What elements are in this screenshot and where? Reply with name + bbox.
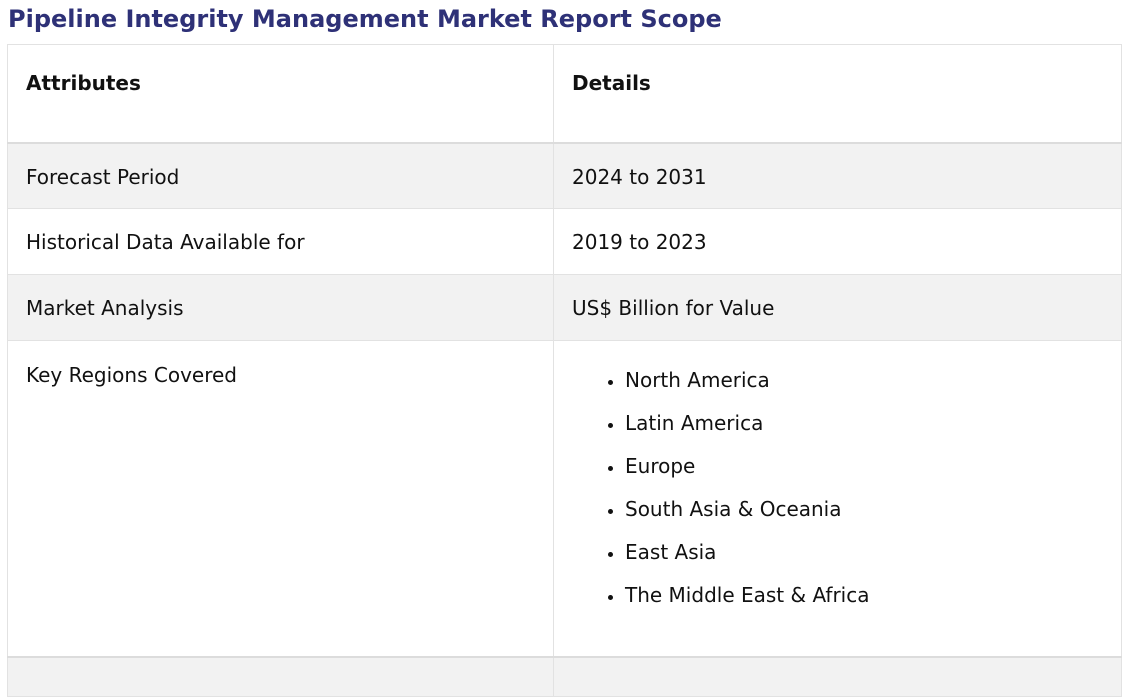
attribute-cell: Historical Data Available for [7,208,554,275]
list-item: East Asia [625,540,1103,564]
attribute-cell: Market Analysis [7,274,554,341]
table-row: Key Regions Covered North America Latin … [7,340,1122,657]
details-cell: 2024 to 2031 [553,142,1122,209]
table-header-row: Attributes Details [7,44,1122,144]
header-details: Details [553,44,1122,144]
details-cell: 2019 to 2023 [553,208,1122,275]
details-cell [553,655,1122,697]
list-item: Latin America [625,411,1103,435]
table-row: Market Analysis US$ Billion for Value [7,274,1122,341]
table-row: Forecast Period 2024 to 2031 [7,142,1122,209]
region-list: North America Latin America Europe South… [572,368,1103,607]
list-item: North America [625,368,1103,392]
attribute-cell: Forecast Period [7,142,554,209]
list-item: Europe [625,454,1103,478]
attribute-cell [7,655,554,697]
header-attributes: Attributes [7,44,554,144]
details-cell: US$ Billion for Value [553,274,1122,341]
attribute-cell: Key Regions Covered [7,340,554,657]
details-cell: North America Latin America Europe South… [553,340,1122,657]
list-item: The Middle East & Africa [625,583,1103,607]
page-title: Pipeline Integrity Management Market Rep… [8,5,722,33]
report-scope-table: Attributes Details Forecast Period 2024 … [7,44,1122,697]
table-row: Historical Data Available for 2019 to 20… [7,208,1122,275]
table-row [7,655,1122,697]
list-item: South Asia & Oceania [625,497,1103,521]
